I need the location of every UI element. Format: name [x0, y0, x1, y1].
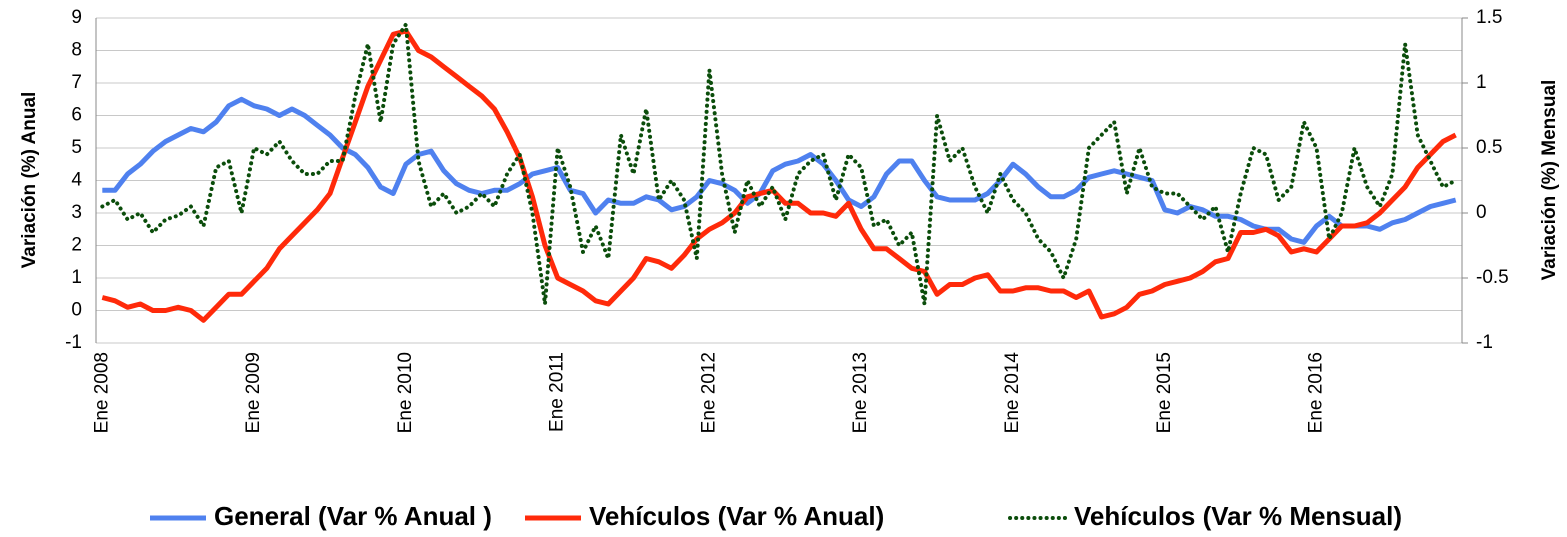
legend-label: General (Var % Anual ): [214, 501, 492, 531]
y2-tick-label: 1.5: [1476, 7, 1502, 28]
x-tick-label: Ene 2012: [698, 352, 719, 433]
x-tick-label: Ene 2013: [850, 352, 871, 433]
x-tick-label: Ene 2008: [91, 352, 112, 433]
series-line: [100, 22, 1458, 306]
y-tick-label: 6: [71, 105, 82, 126]
y-tick-label: 4: [71, 170, 82, 191]
x-tick-label: Ene 2011: [547, 352, 568, 432]
y2-tick-label: 0.5: [1476, 137, 1502, 158]
x-tick-label: Ene 2009: [243, 352, 264, 433]
y-tick-label: 7: [71, 72, 82, 93]
y-tick-label: 1: [71, 267, 82, 288]
x-tick-label: Ene 2014: [1002, 352, 1023, 434]
y-tick-label: 2: [71, 235, 82, 256]
y2-tick-label: 1: [1476, 72, 1487, 93]
y-tick-label: -1: [65, 332, 82, 353]
y2-tick-label: -1: [1476, 332, 1493, 353]
y-tick-label: 8: [71, 40, 82, 61]
y-tick-label: 5: [71, 137, 82, 158]
y-tick-label: 9: [71, 7, 82, 28]
y2-tick-label: 0: [1476, 202, 1487, 223]
legend-label: Vehículos (Var % Mensual): [1074, 501, 1402, 531]
x-tick-label: Ene 2016: [1306, 352, 1327, 433]
y-axis-label: Variación (%) Anual: [19, 92, 40, 269]
y2-tick-label: -0.5: [1476, 267, 1509, 288]
series-line: [102, 96, 1457, 245]
x-tick-label: Ene 2010: [395, 352, 416, 433]
y-tick-label: 3: [71, 202, 82, 223]
y2-axis-label: Variación (%) Mensual: [1539, 80, 1560, 281]
x-tick-label: Ene 2015: [1154, 352, 1175, 433]
legend-label: Vehículos (Var % Anual): [589, 501, 884, 531]
series-line: [101, 28, 1457, 323]
y-tick-label: 0: [71, 300, 82, 321]
